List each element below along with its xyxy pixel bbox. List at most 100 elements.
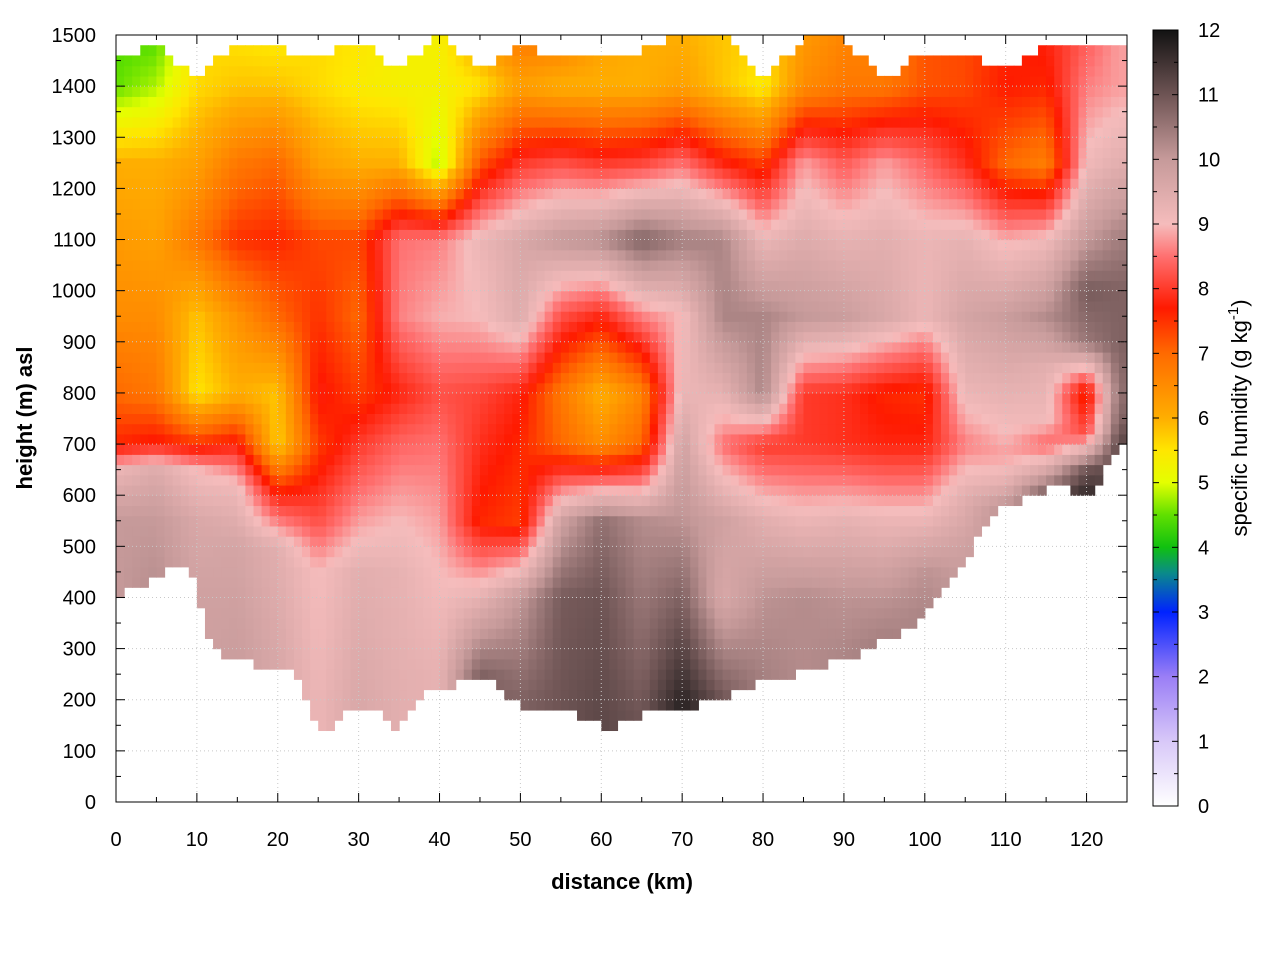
humidity-cell: [172, 290, 182, 302]
humidity-cell: [318, 474, 327, 486]
humidity-cell: [544, 147, 554, 159]
humidity-cell: [552, 157, 562, 169]
humidity-cell: [334, 137, 344, 149]
humidity-cell: [399, 617, 408, 629]
humidity-cell: [213, 392, 222, 404]
humidity-cell: [277, 392, 287, 404]
humidity-cell: [358, 219, 368, 230]
humidity-cell: [706, 249, 716, 261]
humidity-cell: [326, 137, 335, 149]
humidity-cell: [204, 300, 214, 312]
humidity-cell: [366, 65, 376, 77]
humidity-cell: [577, 423, 586, 435]
humidity-cell: [140, 208, 149, 220]
humidity-cell: [577, 198, 586, 210]
humidity-cell: [221, 484, 230, 496]
humidity-cell: [698, 178, 708, 189]
humidity-cell: [730, 617, 740, 629]
humidity-cell: [463, 178, 473, 189]
humidity-cell: [625, 147, 635, 159]
humidity-cell: [334, 607, 344, 619]
humidity-cell: [237, 536, 247, 547]
humidity-cell: [706, 167, 716, 179]
humidity-cell: [463, 341, 473, 353]
humidity-cell: [140, 464, 149, 476]
humidity-cell: [318, 137, 327, 149]
humidity-cell: [229, 75, 238, 87]
humidity-cell: [358, 689, 368, 701]
humidity-cell: [447, 65, 457, 77]
humidity-cell: [172, 444, 182, 455]
humidity-cell: [568, 352, 578, 363]
humidity-cell: [641, 96, 651, 108]
humidity-cell: [479, 495, 489, 507]
humidity-cell: [528, 198, 538, 210]
humidity-cell: [196, 495, 206, 507]
humidity-cell: [269, 270, 279, 282]
humidity-cell: [488, 116, 497, 128]
humidity-cell: [213, 382, 222, 394]
humidity-cell: [302, 75, 311, 87]
humidity-cell: [665, 239, 675, 251]
humidity-cell: [763, 587, 772, 599]
humidity-cell: [463, 106, 473, 118]
humidity-cell: [399, 444, 408, 455]
humidity-cell: [585, 556, 594, 568]
humidity-cell: [390, 239, 400, 251]
humidity-cell: [172, 382, 182, 394]
humidity-cell: [633, 249, 643, 261]
humidity-cell: [374, 311, 384, 322]
humidity-cell: [253, 229, 263, 241]
humidity-cell: [245, 423, 255, 435]
humidity-cell: [665, 280, 675, 292]
humidity-cell: [431, 147, 441, 159]
humidity-cell: [447, 167, 457, 179]
humidity-cell: [156, 167, 166, 179]
humidity-cell: [164, 484, 174, 496]
humidity-cell: [188, 505, 198, 517]
humidity-cell: [124, 444, 133, 455]
humidity-cell: [326, 229, 335, 241]
humidity-cell: [293, 147, 303, 159]
humidity-cell: [730, 341, 740, 353]
humidity-cell: [479, 403, 489, 414]
humidity-cell: [124, 270, 133, 282]
humidity-cell: [423, 679, 433, 691]
humidity-cell: [277, 188, 287, 200]
humidity-cell: [302, 198, 311, 210]
humidity-cell: [342, 341, 352, 353]
humidity-cell: [746, 372, 756, 384]
humidity-cell: [116, 290, 125, 302]
humidity-cell: [625, 669, 635, 680]
humidity-cell: [698, 597, 708, 609]
humidity-cell: [722, 464, 732, 476]
humidity-cell: [698, 167, 708, 179]
humidity-cell: [722, 669, 732, 680]
humidity-cell: [269, 658, 279, 670]
humidity-cell: [407, 454, 416, 466]
humidity-cell: [366, 167, 376, 179]
humidity-cell: [528, 699, 538, 711]
humidity-cell: [593, 341, 602, 353]
humidity-cell: [390, 219, 400, 230]
humidity-cell: [568, 229, 578, 241]
humidity-cell: [641, 167, 651, 179]
humidity-cell: [504, 577, 513, 588]
humidity-cell: [180, 474, 190, 486]
humidity-cell: [520, 689, 530, 701]
humidity-cell: [431, 525, 441, 537]
humidity-cell: [512, 137, 521, 149]
humidity-cell: [649, 464, 659, 476]
humidity-cell: [471, 106, 481, 118]
humidity-cell: [463, 127, 473, 138]
humidity-cell: [196, 96, 206, 108]
humidity-cell: [253, 556, 263, 568]
humidity-cell: [132, 372, 141, 384]
humidity-cell: [512, 607, 521, 619]
humidity-cell: [253, 617, 263, 629]
humidity-cell: [318, 403, 327, 414]
humidity-cell: [471, 669, 481, 680]
humidity-cell: [593, 577, 602, 588]
humidity-cell: [342, 178, 352, 189]
humidity-cell: [714, 433, 724, 445]
